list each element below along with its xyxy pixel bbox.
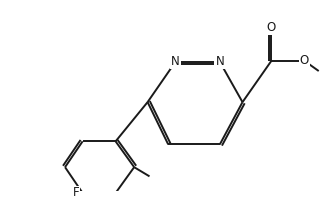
Text: O: O [267, 21, 276, 34]
Text: F: F [73, 187, 79, 198]
Text: N: N [215, 55, 224, 68]
Text: N: N [171, 55, 180, 68]
Text: O: O [300, 54, 309, 67]
